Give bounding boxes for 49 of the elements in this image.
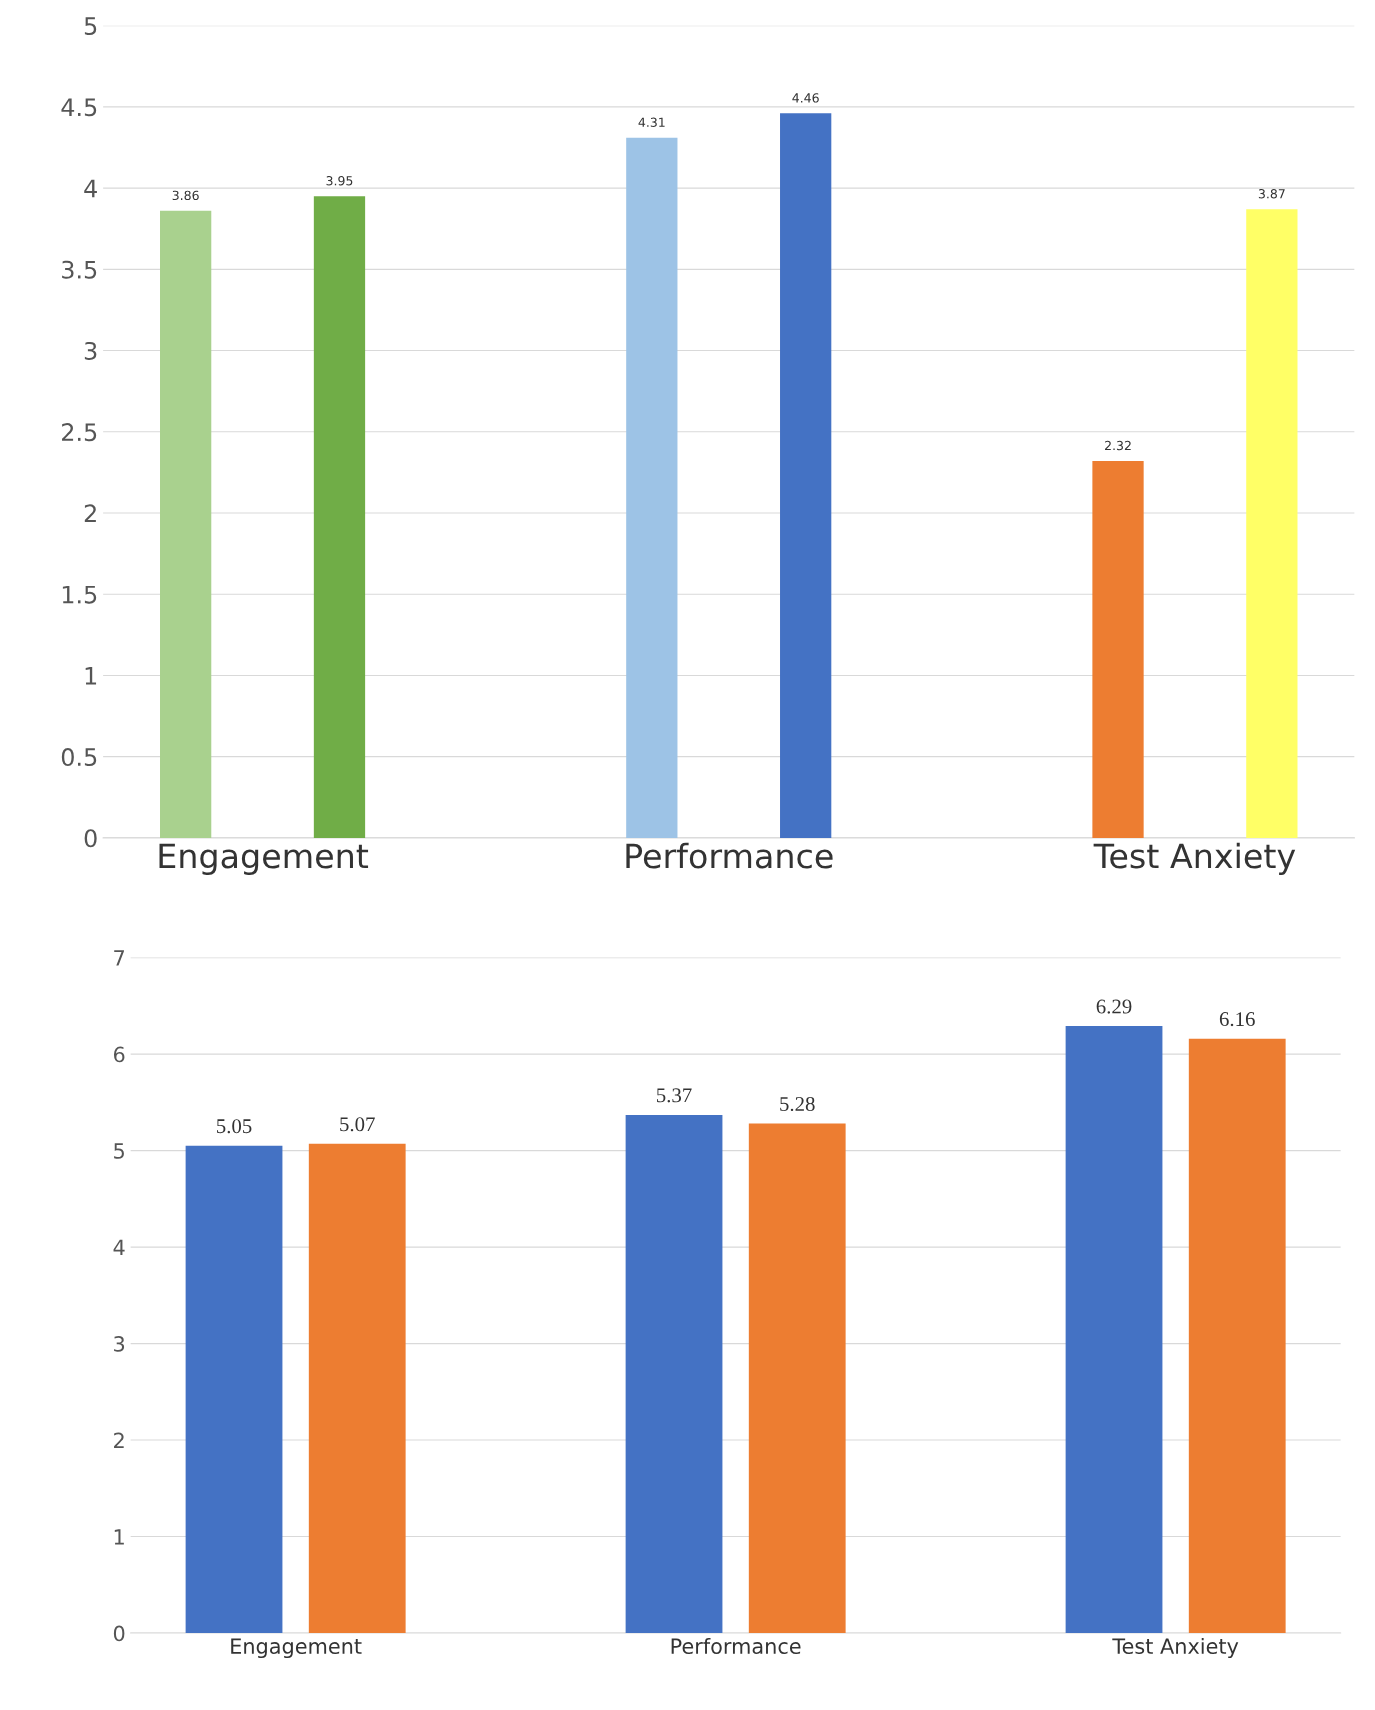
y-tick-label: 3.5 — [62, 260, 97, 279]
bar — [625, 1114, 723, 1634]
y-tick-label: 7 — [114, 950, 124, 966]
y-tick-label: 0 — [113, 1625, 125, 1642]
x-tick-label: Test Anxiety — [1093, 842, 1296, 876]
y-tick-label: 5 — [84, 17, 97, 36]
y-tick-label: 3 — [114, 1336, 125, 1352]
y-tick-label: 0.5 — [61, 748, 97, 767]
bar — [748, 1123, 846, 1634]
y-tick-label: 1 — [114, 1529, 124, 1545]
bar — [1246, 209, 1298, 838]
bar — [626, 137, 678, 838]
x-tick-label: Engagement — [231, 1638, 362, 1659]
data-label: 5.37 — [657, 1088, 692, 1103]
y-tick-label: 6 — [113, 1046, 125, 1063]
data-label: 5.05 — [217, 1119, 252, 1134]
y-tick-label: 0 — [84, 829, 97, 848]
y-tick-label: 4 — [84, 179, 97, 198]
y-tick-label: 5 — [114, 1143, 124, 1159]
x-tick-label: Performance — [626, 842, 833, 869]
data-label: 3.86 — [172, 190, 199, 201]
data-label: 6.29 — [1096, 999, 1132, 1014]
bar — [313, 196, 366, 838]
data-label: 3.95 — [326, 176, 353, 186]
data-label: 5.28 — [780, 1096, 815, 1112]
y-tick-label: 2.5 — [62, 423, 97, 442]
data-label: 5.07 — [340, 1117, 375, 1132]
y-tick-label: 1.5 — [62, 585, 97, 604]
x-tick-label: Test Anxiety — [1112, 1637, 1239, 1659]
x-tick-label: Engagement — [159, 843, 369, 876]
y-tick-label: 4.5 — [61, 98, 97, 117]
bar — [1188, 1038, 1286, 1634]
data-label: 4.46 — [792, 93, 819, 103]
bar — [185, 1145, 283, 1634]
y-tick-label: 3 — [84, 341, 97, 360]
bar — [308, 1143, 406, 1634]
data-label: 4.31 — [638, 117, 665, 127]
y-tick-label: 2 — [84, 504, 96, 523]
y-tick-label: 4 — [113, 1239, 125, 1255]
bar — [780, 113, 832, 838]
data-label: 3.87 — [1258, 189, 1285, 199]
data-label: 2.32 — [1105, 440, 1131, 451]
bar — [160, 210, 212, 838]
y-tick-label: 2 — [114, 1432, 124, 1448]
bar — [1092, 461, 1144, 838]
bar — [1065, 1026, 1163, 1634]
y-tick-label: 1 — [85, 667, 97, 685]
x-tick-label: Performance — [671, 1637, 801, 1655]
data-label: 6.16 — [1219, 1012, 1255, 1027]
